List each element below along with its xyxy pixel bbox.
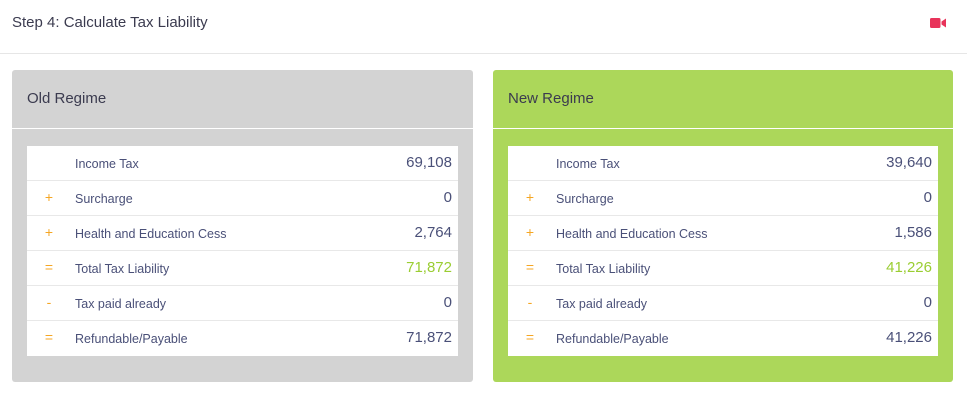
old-regime-header: Old Regime: [12, 70, 473, 129]
row-label: Surcharge: [75, 192, 133, 206]
table-row-refundable-payable: = Refundable/Payable 71,872: [27, 321, 458, 356]
operator-symbol: =: [525, 329, 535, 345]
new-regime-header: New Regime: [493, 70, 953, 129]
row-value: 0: [443, 189, 452, 206]
row-label: Surcharge: [556, 192, 614, 206]
row-value: 1,586: [894, 224, 932, 241]
operator-symbol: +: [525, 189, 535, 205]
row-label: Refundable/Payable: [75, 332, 188, 346]
new-regime-title: New Regime: [508, 90, 594, 107]
table-row-total-tax-liability: = Total Tax Liability 41,226: [508, 251, 938, 286]
row-value: 39,640: [886, 154, 932, 171]
page-title: Step 4: Calculate Tax Liability: [12, 14, 208, 31]
table-row-cess: + Health and Education Cess 2,764: [27, 216, 458, 251]
table-row-tax-paid: - Tax paid already 0: [508, 286, 938, 321]
operator-symbol: -: [46, 294, 52, 310]
table-row-surcharge: + Surcharge 0: [27, 181, 458, 216]
table-row-refundable-payable: = Refundable/Payable 41,226: [508, 321, 938, 356]
row-value: 71,872: [406, 329, 452, 346]
row-label: Total Tax Liability: [75, 262, 170, 276]
row-label: Tax paid already: [75, 297, 167, 311]
row-label: Tax paid already: [556, 297, 648, 311]
operator-symbol: =: [44, 259, 54, 275]
operator-symbol: =: [525, 259, 535, 275]
operator-symbol: +: [44, 224, 54, 240]
old-regime-title: Old Regime: [27, 90, 107, 107]
operator-symbol: +: [525, 224, 535, 240]
row-value: 69,108: [406, 154, 452, 171]
row-value: 41,226: [886, 259, 932, 276]
operator-symbol: +: [44, 189, 54, 205]
new-regime-card: New Regime Income Tax 39,640 + Surcharge…: [493, 70, 953, 382]
table-row-income-tax: Income Tax 39,640: [508, 146, 938, 181]
table-row-total-tax-liability: = Total Tax Liability 71,872: [27, 251, 458, 286]
table-row-tax-paid: - Tax paid already 0: [27, 286, 458, 321]
row-value: 0: [923, 189, 932, 206]
video-camera-icon[interactable]: [930, 17, 946, 29]
row-value: 0: [443, 294, 452, 311]
row-value: 0: [923, 294, 932, 311]
new-regime-table: Income Tax 39,640 + Surcharge 0 + Health…: [508, 146, 938, 356]
table-row-surcharge: + Surcharge 0: [508, 181, 938, 216]
table-row-cess: + Health and Education Cess 1,586: [508, 216, 938, 251]
row-label: Health and Education Cess: [75, 227, 227, 241]
old-regime-table: Income Tax 69,108 + Surcharge 0 + Health…: [27, 146, 458, 356]
operator-symbol: =: [44, 329, 54, 345]
row-label: Income Tax: [556, 157, 620, 171]
page-header: Step 4: Calculate Tax Liability: [0, 0, 967, 54]
row-value: 41,226: [886, 329, 932, 346]
row-label: Income Tax: [75, 157, 139, 171]
row-label: Health and Education Cess: [556, 227, 708, 241]
table-row-income-tax: Income Tax 69,108: [27, 146, 458, 181]
row-label: Total Tax Liability: [556, 262, 651, 276]
old-regime-card: Old Regime Income Tax 69,108 + Surcharge…: [12, 70, 473, 382]
row-value: 2,764: [414, 224, 452, 241]
operator-symbol: -: [527, 294, 533, 310]
row-label: Refundable/Payable: [556, 332, 669, 346]
row-value: 71,872: [406, 259, 452, 276]
